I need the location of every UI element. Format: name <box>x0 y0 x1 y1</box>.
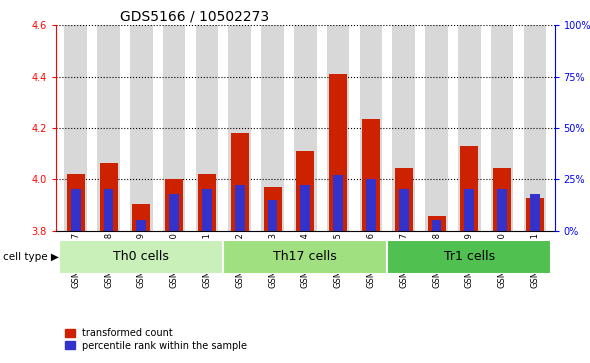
Bar <box>198 174 216 231</box>
Bar <box>100 163 117 231</box>
Bar <box>530 193 540 231</box>
Bar <box>387 240 551 274</box>
Bar <box>165 179 183 231</box>
Text: Th0 cells: Th0 cells <box>113 250 169 263</box>
Bar <box>60 240 224 274</box>
Text: cell type ▶: cell type ▶ <box>3 252 59 262</box>
Bar <box>64 25 87 231</box>
Bar <box>392 25 415 231</box>
Bar <box>360 25 382 231</box>
Bar <box>169 193 179 231</box>
Bar <box>132 204 150 231</box>
Bar <box>267 200 277 231</box>
Bar <box>464 189 474 231</box>
Bar <box>296 151 314 231</box>
Text: Tr1 cells: Tr1 cells <box>444 250 495 263</box>
Bar <box>425 25 448 231</box>
Bar <box>460 146 478 231</box>
Text: GDS5166 / 10502273: GDS5166 / 10502273 <box>120 9 269 23</box>
Bar <box>294 25 317 231</box>
Legend: transformed count, percentile rank within the sample: transformed count, percentile rank withi… <box>61 324 251 355</box>
Bar <box>428 216 445 231</box>
Bar <box>395 168 413 231</box>
Bar <box>202 189 212 231</box>
Bar <box>264 187 281 231</box>
Bar <box>497 189 507 231</box>
Bar <box>327 25 349 231</box>
Bar <box>458 25 481 231</box>
Bar <box>526 199 544 231</box>
Bar <box>224 240 387 274</box>
Bar <box>431 220 441 231</box>
Bar <box>97 25 120 231</box>
Bar <box>362 119 380 231</box>
Bar <box>523 25 546 231</box>
Bar <box>300 185 310 231</box>
Bar <box>163 25 185 231</box>
Bar <box>329 74 347 231</box>
Bar <box>493 168 511 231</box>
Bar <box>136 220 146 231</box>
Bar <box>67 174 85 231</box>
Bar <box>399 189 409 231</box>
Bar <box>491 25 513 231</box>
Bar <box>231 133 249 231</box>
Bar <box>130 25 153 231</box>
Bar <box>333 175 343 231</box>
Bar <box>104 189 113 231</box>
Bar <box>235 185 245 231</box>
Bar <box>261 25 284 231</box>
Bar <box>228 25 251 231</box>
Bar <box>71 189 81 231</box>
Text: Th17 cells: Th17 cells <box>273 250 337 263</box>
Bar <box>196 25 218 231</box>
Bar <box>366 179 376 231</box>
